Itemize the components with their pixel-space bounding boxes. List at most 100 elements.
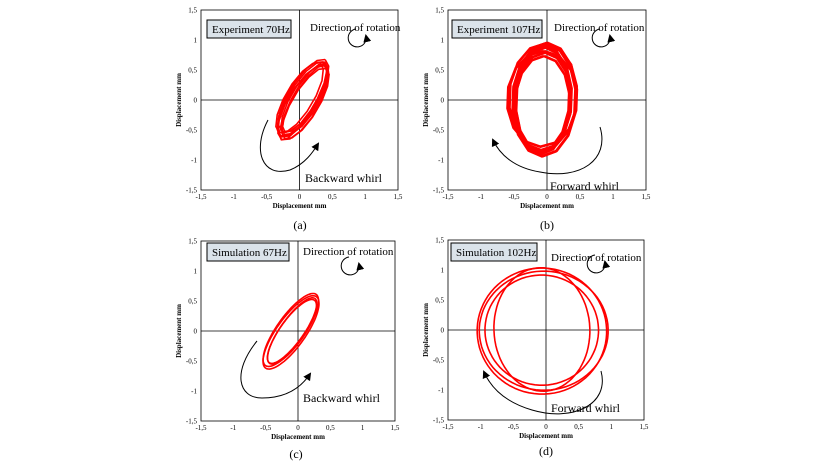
x-axis-label: Displacement mm [273, 202, 327, 210]
chart-title: Simulation 67Hz [212, 247, 287, 259]
rotation-arrow [347, 28, 372, 48]
title-box: Experiment 70Hz [206, 19, 292, 39]
x-tick-label: 1 [361, 424, 365, 432]
y-axis-label: Displacement mm [422, 303, 430, 357]
orbit-line [277, 61, 328, 133]
x-tick-label: -1 [231, 193, 237, 201]
panel-caption: (b) [540, 218, 554, 232]
x-tick-label: 0,5 [574, 423, 583, 431]
chart-title: Experiment 107Hz [457, 24, 541, 36]
rotation-direction-label: Direction of rotation [303, 246, 394, 258]
y-tick-label: 1,5 [435, 237, 444, 245]
y-tick-label: -0,5 [186, 358, 198, 366]
y-tick-label: -0,5 [433, 127, 445, 135]
orbit-line [512, 41, 578, 158]
x-axis-label: Displacement mm [271, 433, 325, 441]
x-tick-label: 0 [544, 423, 548, 431]
y-tick-label: -1,5 [433, 187, 445, 195]
y-tick-label: -0,5 [433, 357, 445, 365]
y-tick-label: 0 [441, 97, 445, 105]
y-tick-label: 1 [441, 267, 445, 275]
rotation-direction-label: Direction of rotation [554, 22, 645, 34]
rotation-arrow [591, 28, 616, 48]
x-tick-label: 1 [363, 193, 367, 201]
whirl-arrow [491, 126, 603, 175]
x-tick-label: 1,5 [391, 424, 400, 432]
chart-panel-4: -1,5 -1 -0,5 0 0,5 1 1,5 1,5 1 0,5 0 -0,5 -1 -1,5 Disp… [422, 237, 649, 459]
y-tick-label: 0 [194, 97, 198, 105]
whirl-arrow [259, 119, 320, 172]
x-tick-label: -0,5 [508, 193, 520, 201]
y-tick-label: 1,5 [435, 7, 444, 15]
y-tick-label: 0,5 [188, 67, 197, 75]
title-box-frame [206, 19, 292, 39]
chart-panel-1: -1,5 -1 -0,5 0 0,5 1 1,5 1,5 1 0,5 0 -0,5 -1 -1,5 Disp… [175, 7, 403, 233]
orbit-line [277, 65, 330, 141]
x-tick-label: 0,5 [326, 424, 335, 432]
y-tick-label: 1 [194, 37, 198, 45]
x-tick-label: -0,5 [508, 423, 520, 431]
whirl-label: Backward whirl [305, 171, 383, 185]
chart-title: Experiment 70Hz [212, 24, 290, 36]
x-tick-label: 0 [545, 193, 549, 201]
orbit-line [276, 61, 330, 138]
x-tick-label: -1,5 [442, 193, 454, 201]
y-tick-label: -1 [438, 157, 444, 165]
y-axis-label: Displacement mm [175, 304, 183, 358]
panel-caption: (d) [539, 444, 553, 458]
panel-caption: (c) [289, 447, 302, 461]
title-box: Simulation 102Hz [450, 242, 538, 262]
rotation-arrow [340, 256, 365, 276]
x-tick-label: -1,5 [195, 193, 207, 201]
y-tick-label: 0 [441, 327, 445, 335]
x-tick-label: -1 [230, 424, 236, 432]
y-tick-label: 1,5 [188, 238, 197, 246]
x-tick-label: -1,5 [442, 423, 454, 431]
x-tick-label: -0,5 [260, 424, 272, 432]
x-tick-label: 1,5 [640, 423, 649, 431]
y-tick-label: -1,5 [186, 418, 198, 426]
x-tick-label: 1 [611, 193, 615, 201]
title-box-frame [451, 19, 543, 39]
x-tick-label: 1,5 [394, 193, 403, 201]
y-tick-label: 0,5 [188, 298, 197, 306]
x-tick-label: 1,5 [642, 193, 651, 201]
whirl-arrow [240, 340, 312, 399]
whirl-label: Backward whirl [303, 391, 381, 405]
whirl-label: Forward whirl [550, 179, 620, 193]
title-box: Simulation 67Hz [206, 242, 290, 262]
x-axis-label: Displacement mm [520, 202, 574, 210]
x-tick-label: 0 [296, 424, 300, 432]
x-tick-label: -1 [478, 193, 484, 201]
x-tick-label: -0,5 [261, 193, 273, 201]
whirl-label: Forward whirl [551, 401, 621, 415]
y-tick-label: 1 [441, 37, 445, 45]
y-tick-label: -1,5 [433, 417, 445, 425]
y-axis-label: Displacement mm [175, 73, 183, 127]
orbit-line [262, 294, 320, 370]
orbit-line [493, 266, 591, 393]
x-tick-label: 0,5 [576, 193, 585, 201]
y-tick-label: 0 [194, 328, 198, 336]
whirl-arrow [482, 370, 603, 415]
orbit-line [514, 43, 571, 153]
y-tick-label: 1,5 [188, 7, 197, 15]
rotation-direction-label: Direction of rotation [310, 22, 401, 34]
x-tick-label: 1 [610, 423, 614, 431]
orbit-line [266, 296, 318, 365]
x-tick-label: -1,5 [195, 424, 207, 432]
y-tick-label: 0,5 [435, 67, 444, 75]
rotation-direction-label: Direction of rotation [551, 252, 642, 264]
orbit-line [478, 270, 609, 392]
y-axis-label: Displacement mm [422, 73, 430, 127]
orbit-line [262, 292, 320, 368]
y-tick-label: -0,5 [186, 127, 198, 135]
x-tick-label: 0 [298, 193, 302, 201]
x-tick-label: -1 [478, 423, 484, 431]
x-tick-label: 0,5 [328, 193, 337, 201]
y-tick-label: 0,5 [435, 297, 444, 305]
chart-title: Simulation 102Hz [456, 247, 536, 259]
orbit-line [484, 274, 600, 387]
title-box-frame [450, 242, 538, 262]
y-tick-label: -1 [438, 387, 444, 395]
